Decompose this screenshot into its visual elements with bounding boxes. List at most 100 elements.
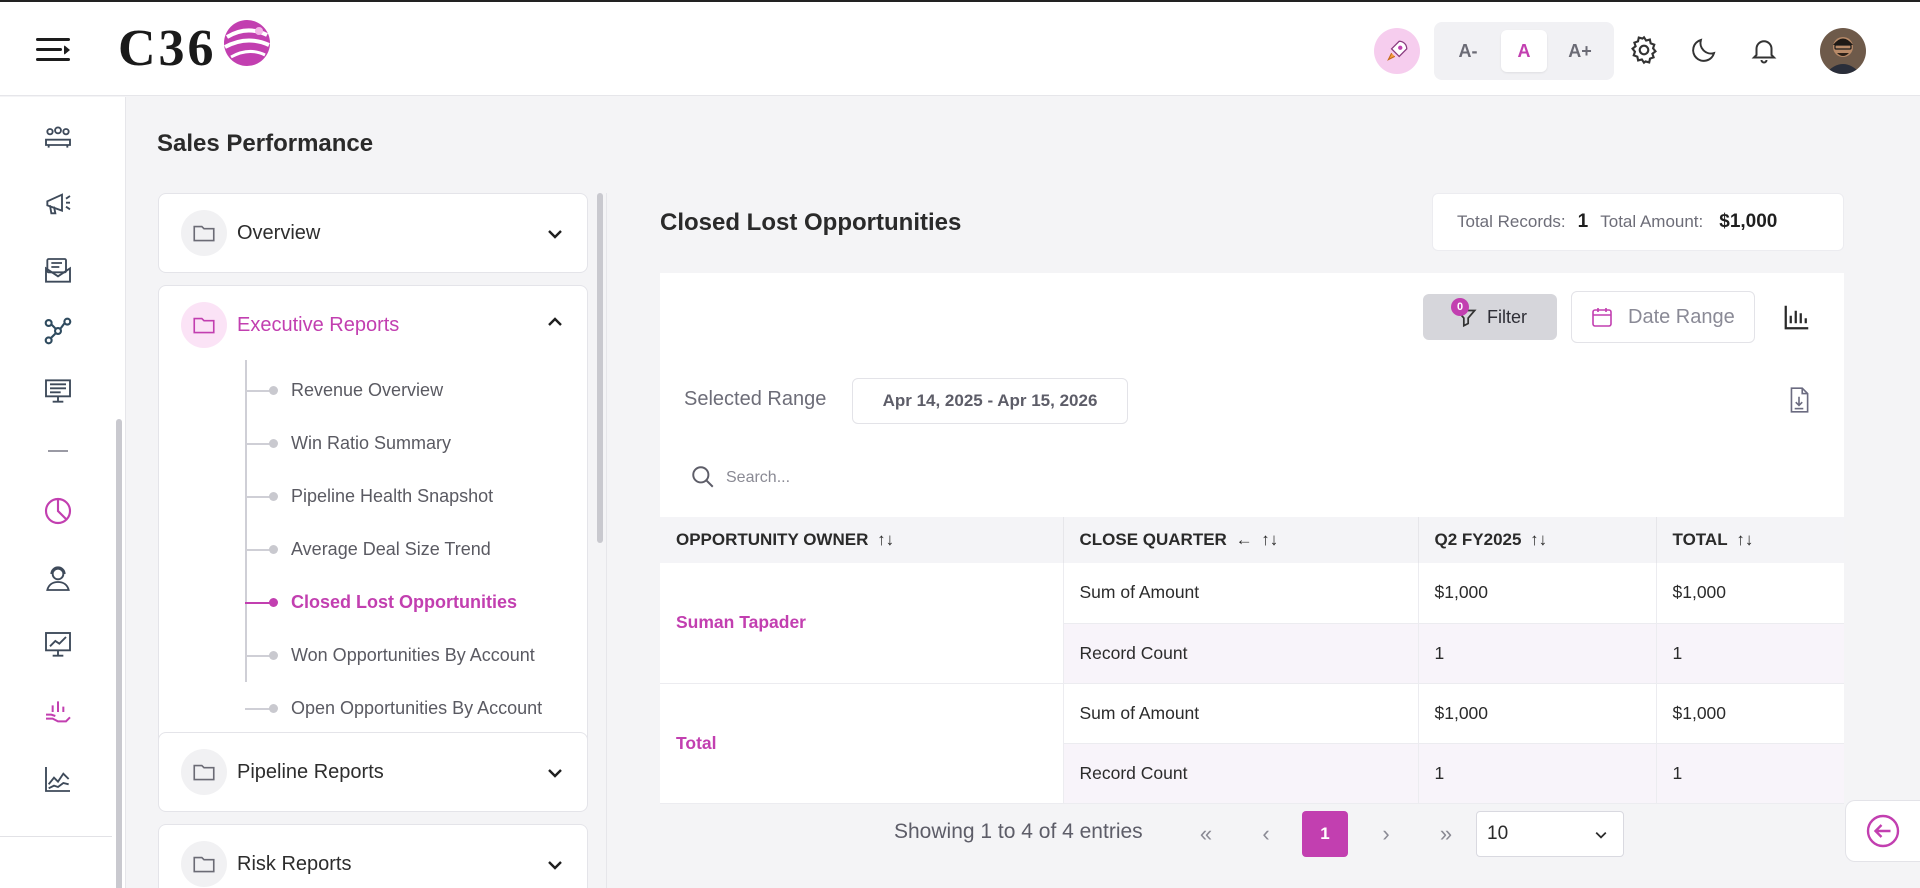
page-number-button[interactable]: 1 — [1302, 811, 1348, 857]
tree-item-closed-lost-opportunities[interactable]: Closed Lost Opportunities — [159, 576, 587, 629]
panel-divider — [606, 193, 607, 888]
filter-count-badge: 0 — [1451, 298, 1469, 316]
arrow-left-icon[interactable]: ← — [1230, 530, 1258, 549]
pagination-info: Showing 1 to 4 of 4 entries — [894, 820, 1143, 843]
calendar-icon — [1592, 308, 1612, 327]
date-range-button[interactable]: Date Range — [1571, 291, 1755, 343]
user-avatar[interactable] — [1820, 28, 1866, 74]
chart-board-icon[interactable] — [40, 627, 76, 663]
section-title: Risk Reports — [237, 852, 352, 875]
chevron-down-icon[interactable] — [545, 763, 565, 783]
bell-icon[interactable] — [1746, 32, 1782, 68]
network-icon[interactable] — [40, 313, 76, 349]
tree-item-pipeline-health-snapshot[interactable]: Pipeline Health Snapshot — [159, 470, 587, 523]
chevron-up-icon[interactable] — [545, 312, 565, 332]
total-cell: $1,000 — [1656, 563, 1844, 624]
tree-item-open-opportunities-by-account[interactable]: Open Opportunities By Account — [159, 682, 587, 735]
rocket-icon — [1387, 40, 1408, 61]
font-size-controls: A- A A+ — [1434, 22, 1614, 80]
tree-item-label: Closed Lost Opportunities — [291, 592, 518, 612]
last-page-icon[interactable]: » — [1439, 821, 1453, 846]
tree-item-label: Open Opportunities By Account — [291, 698, 543, 718]
tree-item-label: Won Opportunities By Account — [291, 645, 535, 665]
hamburger-menu-icon[interactable] — [36, 36, 70, 64]
logo-globe-icon — [223, 20, 270, 66]
sort-icon[interactable]: ↑↓ — [1731, 530, 1754, 549]
section-pipeline-reports: Pipeline Reports — [158, 732, 588, 812]
rail-divider — [0, 836, 112, 837]
first-page-icon[interactable]: « — [1199, 821, 1213, 846]
section-overview: Overview — [158, 193, 588, 273]
owner-cell[interactable]: Total — [660, 683, 1064, 804]
report-table: OPPORTUNITY OWNER ↑↓ CLOSE QUARTER ← ↑↓ … — [660, 517, 1844, 804]
section-executive-reports: Executive Reports Revenue Overview Win R… — [158, 285, 588, 750]
report-tree: Revenue Overview Win Ratio Summary Pipel… — [159, 360, 587, 749]
support-agent-icon[interactable] — [40, 560, 76, 596]
section-header-overview[interactable]: Overview — [159, 194, 587, 272]
total-records-value: 1 — [1577, 211, 1589, 232]
column-header-q2-fy2025[interactable]: Q2 FY2025 ↑↓ — [1418, 517, 1657, 563]
logo-text: C36 — [118, 19, 217, 77]
collapse-panel-button[interactable] — [1845, 800, 1920, 862]
megaphone-icon[interactable] — [40, 186, 76, 222]
left-icon-rail — [0, 97, 126, 888]
line-chart-icon[interactable] — [40, 761, 76, 797]
total-amount-value: $1,000 — [1719, 211, 1778, 232]
presentation-icon[interactable] — [40, 373, 76, 409]
search-input[interactable] — [726, 462, 1126, 494]
tree-line — [245, 360, 247, 682]
tree-item-won-opportunities-by-account[interactable]: Won Opportunities By Account — [159, 629, 587, 682]
section-title: Pipeline Reports — [237, 760, 384, 783]
font-normal-button[interactable]: A — [1501, 30, 1547, 72]
tree-item-win-ratio-summary[interactable]: Win Ratio Summary — [159, 417, 587, 470]
search-icon — [692, 466, 714, 488]
table-row: Suman Tapader Sum of Amount $1,000 $1,00… — [660, 563, 1844, 684]
pie-chart-icon[interactable] — [40, 493, 76, 529]
total-cell: 1 — [1656, 623, 1844, 684]
page-size-select[interactable]: 10 — [1476, 811, 1624, 857]
report-title: Closed Lost Opportunities — [660, 209, 962, 236]
team-icon[interactable] — [40, 119, 76, 155]
table-row: Total Sum of Amount $1,000 $1,000 — [660, 683, 1844, 804]
settings-gear-icon[interactable] — [1626, 32, 1662, 68]
sort-icon[interactable]: ↑↓ — [872, 530, 895, 549]
rocket-button[interactable] — [1374, 28, 1420, 74]
measure-cell: Sum of Amount — [1063, 563, 1419, 624]
tree-item-average-deal-size-trend[interactable]: Average Deal Size Trend — [159, 523, 587, 576]
selected-range-value: Apr 14, 2025 - Apr 15, 2026 — [852, 378, 1128, 424]
section-list-scrollbar[interactable] — [597, 193, 603, 543]
app-logo[interactable]: C36 — [118, 19, 273, 77]
font-decrease-button[interactable]: A- — [1458, 40, 1478, 61]
tree-item-label: Win Ratio Summary — [291, 433, 452, 453]
selected-range-label: Selected Range — [684, 388, 827, 410]
export-file-icon[interactable] — [1786, 386, 1812, 414]
section-header-pipeline-reports[interactable]: Pipeline Reports — [159, 733, 587, 811]
measure-cell: Record Count — [1063, 623, 1419, 684]
value-cell: $1,000 — [1418, 683, 1657, 744]
column-header-close-quarter[interactable]: CLOSE QUARTER ← ↑↓ — [1063, 517, 1419, 563]
filter-button[interactable]: 0 Filter — [1423, 294, 1557, 340]
hand-chart-icon[interactable] — [40, 694, 76, 730]
arrow-left-circle-icon — [1866, 814, 1900, 848]
owner-cell[interactable]: Suman Tapader — [660, 563, 1064, 684]
section-header-executive-reports[interactable]: Executive Reports — [159, 286, 587, 364]
mail-icon[interactable] — [40, 253, 76, 289]
moon-icon[interactable] — [1686, 32, 1722, 68]
tree-item-label: Average Deal Size Trend — [291, 539, 491, 559]
tree-item-revenue-overview[interactable]: Revenue Overview — [159, 364, 587, 417]
chevron-down-icon[interactable] — [545, 224, 565, 244]
section-header-risk-reports[interactable]: Risk Reports — [159, 825, 587, 888]
bar-chart-icon — [1784, 305, 1809, 330]
chevron-down-icon[interactable] — [545, 855, 565, 875]
section-title: Executive Reports — [237, 313, 400, 336]
page-size-value: 10 — [1487, 823, 1509, 844]
sort-icon[interactable]: ↑↓ — [1525, 530, 1548, 549]
prev-page-icon[interactable]: ‹ — [1262, 821, 1270, 846]
chart-view-button[interactable] — [1778, 298, 1816, 336]
column-header-total[interactable]: TOTAL ↑↓ — [1656, 517, 1844, 563]
next-page-icon[interactable]: › — [1382, 821, 1390, 846]
column-header-opportunity-owner[interactable]: OPPORTUNITY OWNER ↑↓ — [660, 517, 1064, 563]
rail-scrollbar[interactable] — [116, 419, 122, 888]
sort-icon[interactable]: ↑↓ — [1261, 530, 1279, 549]
font-increase-button[interactable]: A+ — [1568, 40, 1592, 61]
